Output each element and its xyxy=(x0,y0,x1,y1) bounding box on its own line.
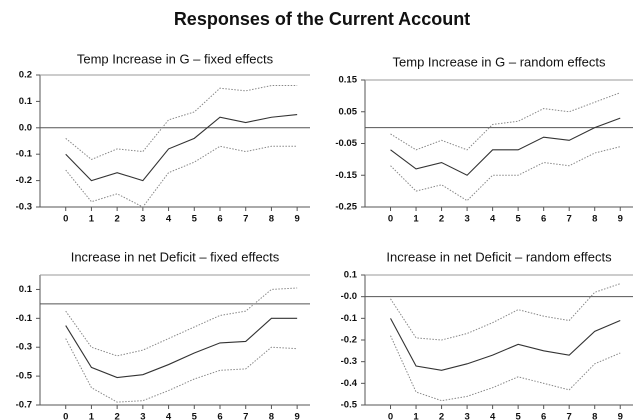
series-line xyxy=(65,287,298,357)
y-tick-label: 0.15 xyxy=(339,75,358,86)
x-tick-label: 6 xyxy=(541,412,546,420)
y-tick-label: -0.1 xyxy=(341,313,358,324)
y-tick-label: 0.2 xyxy=(19,70,32,81)
y-tick-label: 0.0 xyxy=(19,122,32,133)
x-tick-label: 4 xyxy=(490,214,496,225)
y-tick-label: 0.1 xyxy=(19,284,33,295)
x-tick-label: 5 xyxy=(192,412,198,420)
y-tick-label: -0.05 xyxy=(335,138,357,149)
x-tick-label: 0 xyxy=(63,412,68,420)
x-tick-label: 1 xyxy=(89,214,95,225)
y-tick-label: -0.3 xyxy=(16,202,32,213)
x-tick-label: 4 xyxy=(166,412,172,420)
y-tick-label: 0.05 xyxy=(339,106,358,117)
series-line xyxy=(65,317,298,379)
x-tick-label: 9 xyxy=(294,412,299,420)
x-tick-label: 5 xyxy=(515,214,521,225)
series-line xyxy=(65,338,298,403)
x-tick-label: 8 xyxy=(269,214,274,225)
series-line xyxy=(65,114,298,182)
series-line xyxy=(390,146,621,202)
x-tick-label: 6 xyxy=(541,214,546,225)
x-tick-label: 9 xyxy=(618,214,623,225)
y-tick-label: -0.2 xyxy=(341,335,357,346)
y-tick-label: -0.5 xyxy=(16,371,33,382)
panel-title: Increase in net Deficit – random effects xyxy=(386,249,612,264)
y-tick-label: 0.1 xyxy=(19,96,33,107)
y-tick-label: -0.1 xyxy=(16,313,33,324)
x-tick-label: 0 xyxy=(63,214,68,225)
x-tick-label: 2 xyxy=(114,214,119,225)
x-tick-label: 8 xyxy=(592,214,597,225)
series-line xyxy=(65,145,298,208)
y-tick-label: -0.7 xyxy=(16,400,32,411)
x-tick-label: 6 xyxy=(217,412,222,420)
x-tick-label: 9 xyxy=(294,214,299,225)
x-tick-label: 3 xyxy=(464,214,469,225)
x-tick-label: 1 xyxy=(89,412,95,420)
y-tick-label: -0.1 xyxy=(16,149,33,160)
panel-title: Increase in net Deficit – fixed effects xyxy=(71,249,280,264)
x-tick-label: 1 xyxy=(413,412,419,420)
y-tick-label: -0.5 xyxy=(341,400,358,411)
x-tick-label: 7 xyxy=(567,412,572,420)
series-line xyxy=(390,283,621,341)
x-tick-label: 3 xyxy=(140,412,145,420)
x-tick-label: 7 xyxy=(567,214,572,225)
x-tick-label: 5 xyxy=(192,214,198,225)
x-tick-label: 8 xyxy=(269,412,274,420)
y-tick-label: -0.25 xyxy=(335,202,357,213)
y-tick-label: -0.3 xyxy=(16,342,32,353)
y-tick-label: -0.0 xyxy=(341,291,357,302)
x-tick-label: 7 xyxy=(243,214,248,225)
x-tick-label: 3 xyxy=(140,214,145,225)
y-tick-label: -0.2 xyxy=(16,175,32,186)
y-tick-label: -0.15 xyxy=(335,170,357,181)
series-line xyxy=(390,318,621,371)
series-line xyxy=(390,117,621,176)
series-line xyxy=(390,92,621,151)
x-tick-label: 9 xyxy=(618,412,623,420)
x-tick-label: 3 xyxy=(464,412,469,420)
x-tick-label: 2 xyxy=(439,412,444,420)
x-tick-label: 2 xyxy=(439,214,444,225)
x-tick-label: 2 xyxy=(114,412,119,420)
y-tick-label: -0.4 xyxy=(341,378,358,389)
series-line xyxy=(390,335,621,402)
x-tick-label: 7 xyxy=(243,412,248,420)
x-tick-label: 4 xyxy=(166,214,172,225)
x-tick-label: 4 xyxy=(490,412,496,420)
x-tick-label: 6 xyxy=(217,214,222,225)
x-tick-label: 0 xyxy=(388,214,393,225)
x-tick-label: 5 xyxy=(515,412,521,420)
panel-title: Temp Increase in G – random effects xyxy=(393,54,606,69)
x-tick-label: 8 xyxy=(592,412,597,420)
x-tick-label: 0 xyxy=(388,412,393,420)
series-line xyxy=(65,85,298,161)
y-tick-label: -0.3 xyxy=(341,356,357,367)
x-tick-label: 1 xyxy=(413,214,419,225)
page-title: Responses of the Current Account xyxy=(174,9,470,29)
y-tick-label: 0.1 xyxy=(344,270,358,281)
panel-title: Temp Increase in G – fixed effects xyxy=(77,51,274,66)
